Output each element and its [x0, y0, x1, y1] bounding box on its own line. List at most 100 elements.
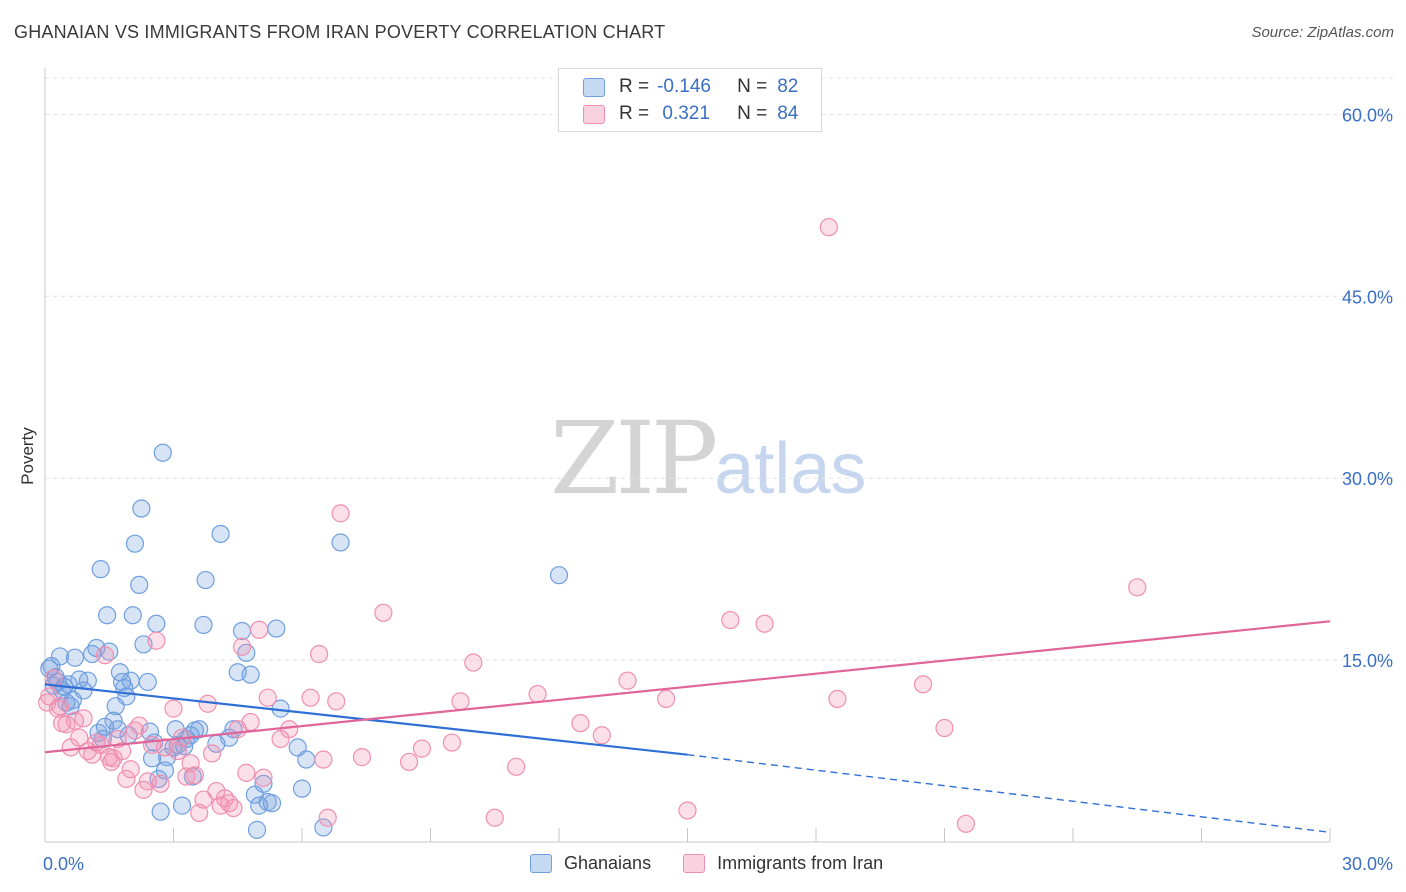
point-ghanaian: [292, 779, 312, 798]
point-ghanaian: [262, 794, 282, 813]
y-tick-label: 60.0%: [1342, 105, 1393, 125]
point-iran: [571, 714, 590, 733]
point-ghanaian: [138, 672, 157, 692]
point-ghanaian: [241, 665, 260, 684]
point-iran: [485, 808, 504, 827]
watermark-atlas: atlas: [714, 429, 867, 509]
point-iran: [314, 750, 333, 769]
point-iran: [202, 744, 222, 763]
point-iran: [819, 218, 838, 237]
trend-lines: [44, 620, 1331, 833]
r-value: 0.321: [657, 103, 710, 124]
y-tick-label: 45.0%: [1342, 287, 1393, 307]
point-iran: [95, 646, 115, 665]
point-ghanaian: [98, 606, 117, 625]
point-iran: [310, 644, 329, 664]
point-iran: [399, 752, 419, 772]
point-iran: [464, 653, 483, 672]
r-value: -0.146: [657, 76, 711, 97]
point-iran: [678, 801, 697, 820]
point-ghanaian: [232, 621, 252, 641]
point-ghanaian: [123, 606, 142, 625]
point-ghanaian: [65, 648, 85, 667]
point-iran: [194, 790, 213, 809]
legend-label-iran: Immigrants from Iran: [717, 853, 884, 873]
r-label: R =: [619, 103, 650, 124]
point-ghanaian: [147, 614, 166, 633]
point-ghanaian: [267, 619, 286, 638]
grid: [45, 77, 1395, 661]
y-axis-label: Poverty: [18, 427, 37, 485]
series-legend: Ghanaians Immigrants from Iran: [530, 853, 883, 874]
point-iran: [250, 620, 269, 639]
point-ghanaian: [91, 560, 110, 579]
point-iran: [70, 728, 89, 747]
point-iran: [181, 754, 200, 773]
point-ghanaian: [254, 774, 273, 793]
point-iran: [755, 614, 774, 633]
trend-line-ghanaians-projection: [687, 753, 1331, 833]
y-tick-label: 30.0%: [1342, 469, 1393, 489]
legend-swatch-iran: [683, 854, 706, 873]
point-iran: [224, 798, 243, 818]
point-iran: [913, 675, 933, 694]
axes: [44, 68, 1331, 843]
point-ghanaian: [314, 818, 333, 837]
point-ghanaian: [549, 566, 569, 585]
n-label: N =: [737, 103, 768, 124]
point-iran: [241, 712, 260, 732]
point-iran: [528, 684, 547, 704]
legend-label-ghanaians: Ghanaians: [564, 853, 652, 873]
point-ghanaian: [140, 722, 160, 741]
points: [38, 218, 1147, 839]
point-iran: [721, 610, 740, 630]
legend-swatch-pink: [583, 104, 605, 124]
point-iran: [592, 726, 611, 745]
chart-title: GHANAIAN VS IMMIGRANTS FROM IRAN POVERTY…: [14, 22, 666, 42]
watermark-zip: ZIP: [550, 400, 718, 517]
point-ghanaian: [151, 802, 170, 821]
point-iran: [451, 692, 470, 711]
point-iran: [130, 716, 149, 735]
point-iran: [254, 768, 273, 787]
point-iran: [442, 733, 462, 752]
point-ghanaian: [172, 796, 192, 815]
source-label: Source: ZipAtlas.com: [1251, 24, 1394, 41]
point-ghanaian: [104, 711, 123, 730]
n-label: N =: [737, 76, 768, 97]
legend-swatch-ghanaians: [530, 854, 552, 873]
point-iran: [48, 699, 67, 718]
watermark: ZIPatlas: [550, 400, 866, 517]
trend-line-iran: [44, 620, 1331, 754]
point-ghanaian: [190, 720, 209, 739]
axis-labels: 15.0% 30.0% 45.0% 60.0% 0.0% 30.0% Poverty: [18, 105, 1393, 874]
point-iran: [352, 748, 372, 767]
point-iran: [232, 637, 252, 656]
legend-row-ghanaians: R = -0.146 N = 82: [583, 75, 798, 99]
n-value: 84: [777, 103, 799, 124]
point-iran: [237, 763, 256, 782]
r-label: R =: [619, 76, 650, 97]
point-iran: [331, 504, 350, 523]
point-iran: [1128, 578, 1147, 597]
point-iran: [935, 718, 954, 738]
point-iran: [828, 689, 847, 709]
point-iran: [117, 769, 136, 789]
legend-swatch-blue: [583, 77, 605, 97]
point-ghanaian: [78, 671, 97, 690]
point-ghanaian: [194, 615, 213, 635]
point-ghanaian: [153, 443, 172, 462]
legend-row-iran: R = 0.321 N = 84: [583, 102, 798, 126]
point-ghanaian: [130, 575, 149, 595]
point-ghanaian: [142, 749, 162, 768]
point-ghanaian: [297, 750, 316, 769]
point-iran: [318, 808, 337, 827]
point-ghanaian: [132, 499, 151, 518]
point-ghanaian: [196, 570, 215, 590]
point-iran: [618, 671, 637, 690]
point-ghanaian: [211, 524, 230, 544]
x-tick-label: 30.0%: [1342, 854, 1393, 874]
stats-legend: R = -0.146 N = 82 R = 0.321 N = 84: [558, 68, 822, 132]
point-iran: [147, 631, 166, 650]
